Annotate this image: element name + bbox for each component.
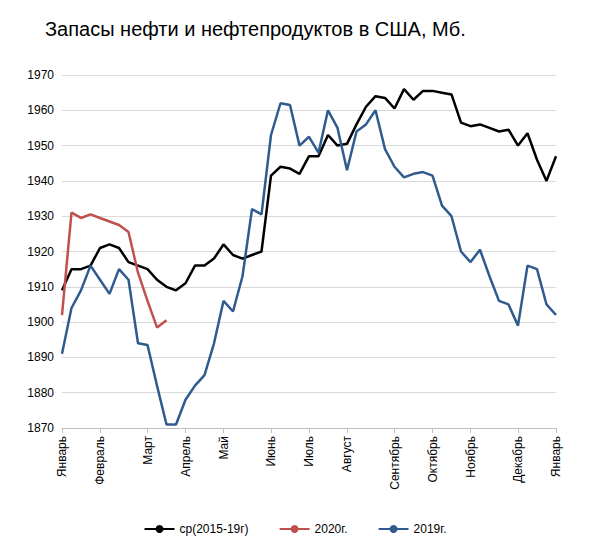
svg-text:2020г.: 2020г. (315, 522, 348, 536)
svg-text:Сентябрь: Сентябрь (388, 436, 402, 490)
svg-text:Февраль: Февраль (93, 436, 107, 485)
svg-text:Январь: Январь (549, 436, 563, 477)
svg-text:1900: 1900 (27, 315, 54, 329)
svg-text:Январь: Январь (55, 436, 69, 477)
svg-text:1970: 1970 (27, 68, 54, 82)
svg-text:Ноябрь: Ноябрь (464, 436, 478, 478)
svg-text:1940: 1940 (27, 174, 54, 188)
svg-text:Июнь: Июнь (264, 436, 278, 467)
svg-text:Июль: Июль (302, 436, 316, 467)
svg-text:Март: Март (141, 436, 155, 465)
svg-text:1960: 1960 (27, 103, 54, 117)
svg-text:1910: 1910 (27, 280, 54, 294)
svg-text:2019г.: 2019г. (414, 522, 447, 536)
svg-text:Запасы нефти и нефтепродуктов: Запасы нефти и нефтепродуктов в США, Мб. (45, 18, 466, 40)
svg-text:1890: 1890 (27, 350, 54, 364)
svg-text:Октябрь: Октябрь (426, 436, 440, 483)
svg-text:Май: Май (217, 436, 231, 460)
svg-text:1870: 1870 (27, 421, 54, 435)
svg-text:Декабрь: Декабрь (511, 436, 525, 483)
svg-text:1920: 1920 (27, 245, 54, 259)
svg-text:1950: 1950 (27, 139, 54, 153)
svg-text:Апрель: Апрель (179, 436, 193, 477)
svg-text:1930: 1930 (27, 209, 54, 223)
svg-text:ср(2015-19г): ср(2015-19г) (180, 522, 249, 536)
svg-text:Август: Август (340, 436, 354, 473)
svg-text:1880: 1880 (27, 386, 54, 400)
